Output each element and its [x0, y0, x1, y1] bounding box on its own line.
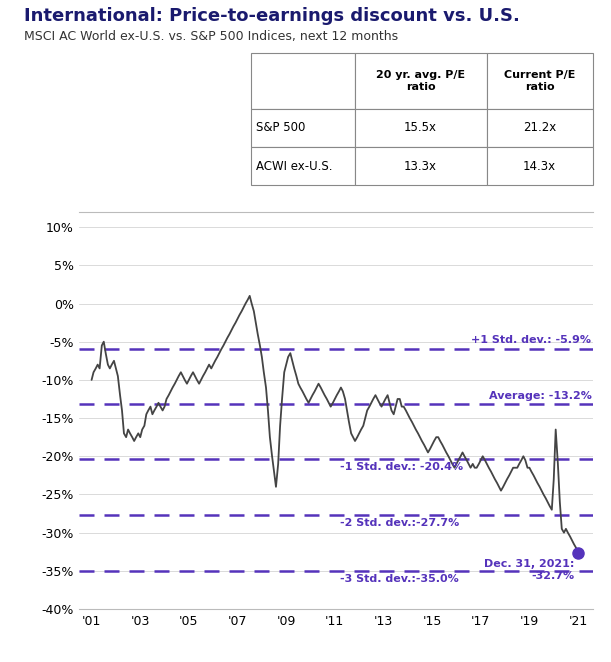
Text: +1 Std. dev.: -5.9%: +1 Std. dev.: -5.9% — [472, 335, 591, 345]
Text: -2 Std. dev.:-27.7%: -2 Std. dev.:-27.7% — [340, 518, 459, 528]
Text: -1 Std. dev.: -20.4%: -1 Std. dev.: -20.4% — [340, 462, 463, 473]
Text: Average: -13.2%: Average: -13.2% — [489, 391, 591, 401]
Text: MSCI AC World ex-U.S. vs. S&P 500 Indices, next 12 months: MSCI AC World ex-U.S. vs. S&P 500 Indice… — [24, 30, 398, 43]
Text: International: Price-to-earnings discount vs. U.S.: International: Price-to-earnings discoun… — [24, 7, 521, 24]
Text: Dec. 31, 2021:
-32.7%: Dec. 31, 2021: -32.7% — [484, 559, 574, 581]
Text: -3 Std. dev.:-35.0%: -3 Std. dev.:-35.0% — [340, 574, 458, 584]
